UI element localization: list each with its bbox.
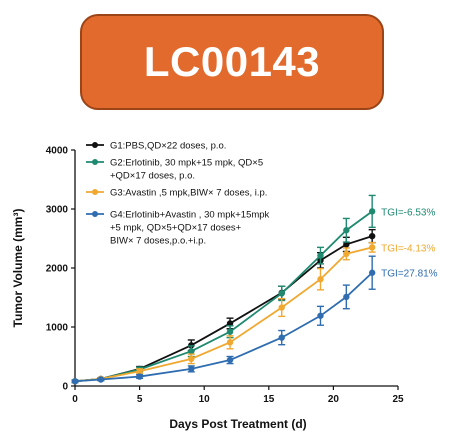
- legend-label: G3:Avastin ,5 mpk,BIW× 7 doses, i.p.: [110, 188, 267, 199]
- data-point: [136, 373, 143, 380]
- legend-marker: [92, 142, 98, 148]
- data-point: [226, 328, 234, 335]
- data-point: [317, 252, 324, 259]
- data-point: [368, 232, 376, 240]
- y-axis-label: Tumor Volume (mm³): [11, 209, 25, 328]
- data-point: [317, 276, 324, 283]
- data-point: [278, 334, 285, 341]
- chart-axes: 0 1000 2000 3000 4000 0 5 10 15 20 25: [46, 146, 404, 406]
- tgi-label: TGI=-6.53%: [381, 207, 435, 218]
- model-id-label: LC00143: [143, 38, 321, 85]
- data-point: [97, 376, 105, 383]
- legend-label: +QD×17 doses, p.o.: [110, 171, 195, 182]
- legend-marker: [92, 189, 98, 195]
- series-4: TGI=27.81%: [71, 255, 438, 385]
- data-point: [226, 339, 234, 346]
- x-axis-label: Days Post Treatment (d): [169, 417, 306, 431]
- data-point: [368, 244, 376, 251]
- x-tick-label: 5: [137, 394, 143, 405]
- y-tick-label: 3000: [46, 205, 69, 216]
- data-point: [278, 304, 285, 311]
- model-id-banner: LC00143: [80, 14, 384, 110]
- data-point: [343, 227, 350, 234]
- legend-entry-1: G1:PBS,QD×22 doses, p.o.: [86, 141, 226, 152]
- data-point: [368, 269, 376, 276]
- legend-marker: [92, 211, 98, 217]
- y-tick-label: 1000: [46, 323, 69, 334]
- y-tick-label: 0: [62, 382, 68, 393]
- x-tick-label: 25: [392, 394, 404, 405]
- data-point: [136, 368, 143, 375]
- data-point: [71, 378, 79, 385]
- chart-series: TGI=-6.53% TGI=-4.13% TGI=27.81%: [71, 194, 438, 385]
- legend-entry-2: G2:Erlotinib, 30 mpk+15 mpk, QD×5 +QD×17 …: [86, 158, 263, 182]
- chart-legend: G1:PBS,QD×22 doses, p.o. G2:Erlotinib, 30…: [86, 141, 270, 247]
- series-line: [74, 235, 373, 383]
- tgi-label: TGI=27.81%: [381, 269, 438, 280]
- x-tick-label: 15: [263, 394, 275, 405]
- x-tick-label: 20: [328, 394, 340, 405]
- data-point: [188, 347, 195, 355]
- data-point: [278, 290, 285, 297]
- legend-label: G4:Erlotinib+Avastin , 30 mpk+15mpk: [110, 210, 270, 221]
- x-tick-label: 0: [72, 394, 78, 405]
- legend-label: +5 mpk, QD×5+QD×17 doses+: [110, 223, 242, 234]
- data-point: [226, 320, 234, 327]
- data-point: [226, 356, 234, 364]
- data-point: [317, 312, 324, 319]
- data-point: [188, 365, 195, 373]
- legend-marker: [92, 159, 98, 165]
- legend-label: BIW× 7 doses,p.o.+i.p.: [110, 236, 206, 247]
- x-tick-label: 10: [199, 394, 211, 405]
- legend-entry-3: G3:Avastin ,5 mpk,BIW× 7 doses, i.p.: [86, 188, 267, 199]
- data-point: [343, 250, 350, 258]
- data-point: [343, 241, 350, 248]
- legend-entry-4: G4:Erlotinib+Avastin , 30 mpk+15mpk +5 mp…: [86, 210, 270, 247]
- data-point: [368, 208, 376, 215]
- legend-label: G1:PBS,QD×22 doses, p.o.: [110, 141, 226, 152]
- legend-label: G2:Erlotinib, 30 mpk+15 mpk, QD×5: [110, 158, 263, 169]
- data-point: [343, 293, 350, 301]
- data-point: [188, 355, 195, 363]
- y-tick-label: 2000: [46, 264, 69, 275]
- y-tick-label: 4000: [46, 146, 69, 157]
- tgi-label: TGI=-4.13%: [381, 243, 435, 254]
